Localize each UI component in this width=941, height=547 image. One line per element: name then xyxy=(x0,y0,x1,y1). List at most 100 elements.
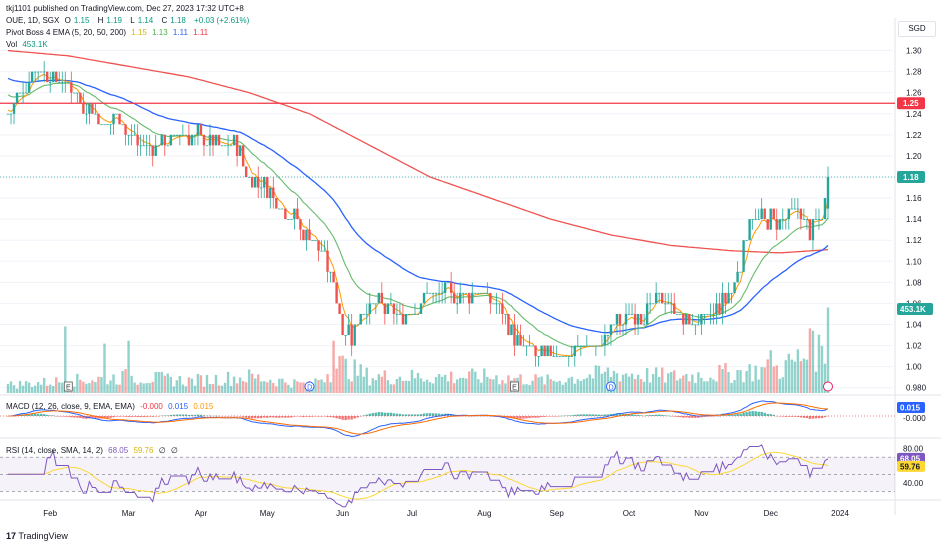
macd-hist-bar xyxy=(220,416,224,417)
candle xyxy=(365,303,368,325)
volume-bar xyxy=(202,386,206,393)
candle xyxy=(709,303,712,325)
volume-bar xyxy=(715,381,718,393)
macd-hist-bar xyxy=(30,413,34,416)
candle-body xyxy=(751,219,754,220)
candle-body xyxy=(416,313,420,315)
time-axis: Feb Mar Apr May Jun Jul Aug Sep Oct Nov Dec 2024 xyxy=(43,509,849,518)
volume-bar xyxy=(664,382,667,393)
macd-hist-bar xyxy=(169,414,172,416)
candle xyxy=(576,335,579,347)
time-tick-label: Jun xyxy=(336,509,349,518)
candle xyxy=(266,176,269,199)
volume-bar xyxy=(6,383,10,393)
candle-body xyxy=(802,219,806,220)
candle xyxy=(817,208,821,230)
candle xyxy=(558,356,561,357)
candle xyxy=(440,282,444,304)
tradingview-logo[interactable]: 17 TradingView xyxy=(6,531,68,541)
volume-bar xyxy=(600,373,604,393)
candle xyxy=(30,71,34,83)
macd-hist-bar xyxy=(190,414,194,416)
macd-hist-bar xyxy=(676,416,679,417)
candle xyxy=(489,292,492,314)
macd-hist-bar xyxy=(820,416,824,419)
candle-body xyxy=(555,356,558,357)
macd-hist-bar xyxy=(513,416,516,419)
macd-hist-bar xyxy=(205,415,209,417)
volume-bar xyxy=(471,368,474,393)
macd-hist-bar xyxy=(374,412,377,416)
candle-body xyxy=(281,208,284,210)
macd-hist-bar xyxy=(386,412,390,416)
macd-hist-bar xyxy=(504,416,507,418)
candle xyxy=(419,303,423,314)
candle-body xyxy=(431,292,435,294)
volume-bar xyxy=(549,379,552,393)
candle xyxy=(241,145,245,167)
candle-body xyxy=(377,292,381,304)
candle-body xyxy=(365,313,368,315)
macd-hist-bar xyxy=(534,416,537,418)
currency-button[interactable]: SGD xyxy=(898,21,936,37)
macd-hist-bar xyxy=(235,416,239,417)
macd-hist-bar xyxy=(802,416,806,418)
earnings-marker-text: E xyxy=(512,385,517,392)
volume-bar xyxy=(392,384,396,393)
macd-hist-bar xyxy=(751,411,754,416)
ema20-value: 1.13 xyxy=(152,28,168,37)
candle-body xyxy=(561,356,564,357)
macd-hist-bar xyxy=(130,416,133,417)
volume-bar xyxy=(507,375,510,393)
macd-hist-bar xyxy=(772,414,775,416)
candle-body xyxy=(67,82,70,83)
volume-bar xyxy=(55,377,58,393)
candle xyxy=(223,145,227,147)
candle xyxy=(389,292,393,305)
volume-bar xyxy=(217,385,221,393)
macd-hist-bar xyxy=(425,413,429,416)
macd-hist-bar xyxy=(338,416,341,419)
macd-hist-bar xyxy=(733,414,736,416)
macd-hist-bar xyxy=(266,416,269,418)
volume-bar xyxy=(100,377,103,393)
candle xyxy=(495,292,498,314)
rsi-label: RSI (14, close, SMA, 14, 2) xyxy=(6,446,103,455)
candle xyxy=(657,292,661,304)
candle xyxy=(88,103,91,125)
macd-hist-bar xyxy=(281,416,284,418)
volume-bar xyxy=(410,369,414,393)
low-value: L 1.14 xyxy=(130,16,156,25)
volume-bar xyxy=(757,379,760,393)
volume-bar xyxy=(573,383,576,393)
volume-bar xyxy=(39,384,43,393)
candle-body xyxy=(425,292,429,294)
macd-hist-bar xyxy=(79,416,82,419)
volume-bar xyxy=(522,384,525,393)
macd-hist-bar xyxy=(808,416,812,419)
candle xyxy=(763,208,766,220)
volume-bar xyxy=(495,375,498,393)
candle-body xyxy=(278,208,281,210)
candle xyxy=(718,292,721,314)
volume-bar xyxy=(311,384,314,393)
volume-bar xyxy=(733,380,736,393)
candle xyxy=(811,219,815,251)
macd-hist-bar xyxy=(18,414,22,416)
candle-body xyxy=(329,271,332,273)
volume-bar xyxy=(214,374,218,393)
candle-body xyxy=(49,82,52,83)
candle xyxy=(712,303,715,325)
macd-hist-bar xyxy=(323,416,326,417)
macd-hist-bar xyxy=(609,413,613,416)
macd-hist-bar xyxy=(618,413,622,416)
macd-hist-bar xyxy=(449,414,453,416)
candle-body xyxy=(630,313,634,315)
macd-hist-bar xyxy=(293,416,296,417)
candle-body xyxy=(688,313,691,325)
resistance-price-label: 1.25 xyxy=(903,99,919,108)
candle-body xyxy=(235,134,239,156)
candle-body xyxy=(389,303,393,305)
macd-hist-bar xyxy=(232,415,236,417)
volume-bar xyxy=(332,340,335,393)
